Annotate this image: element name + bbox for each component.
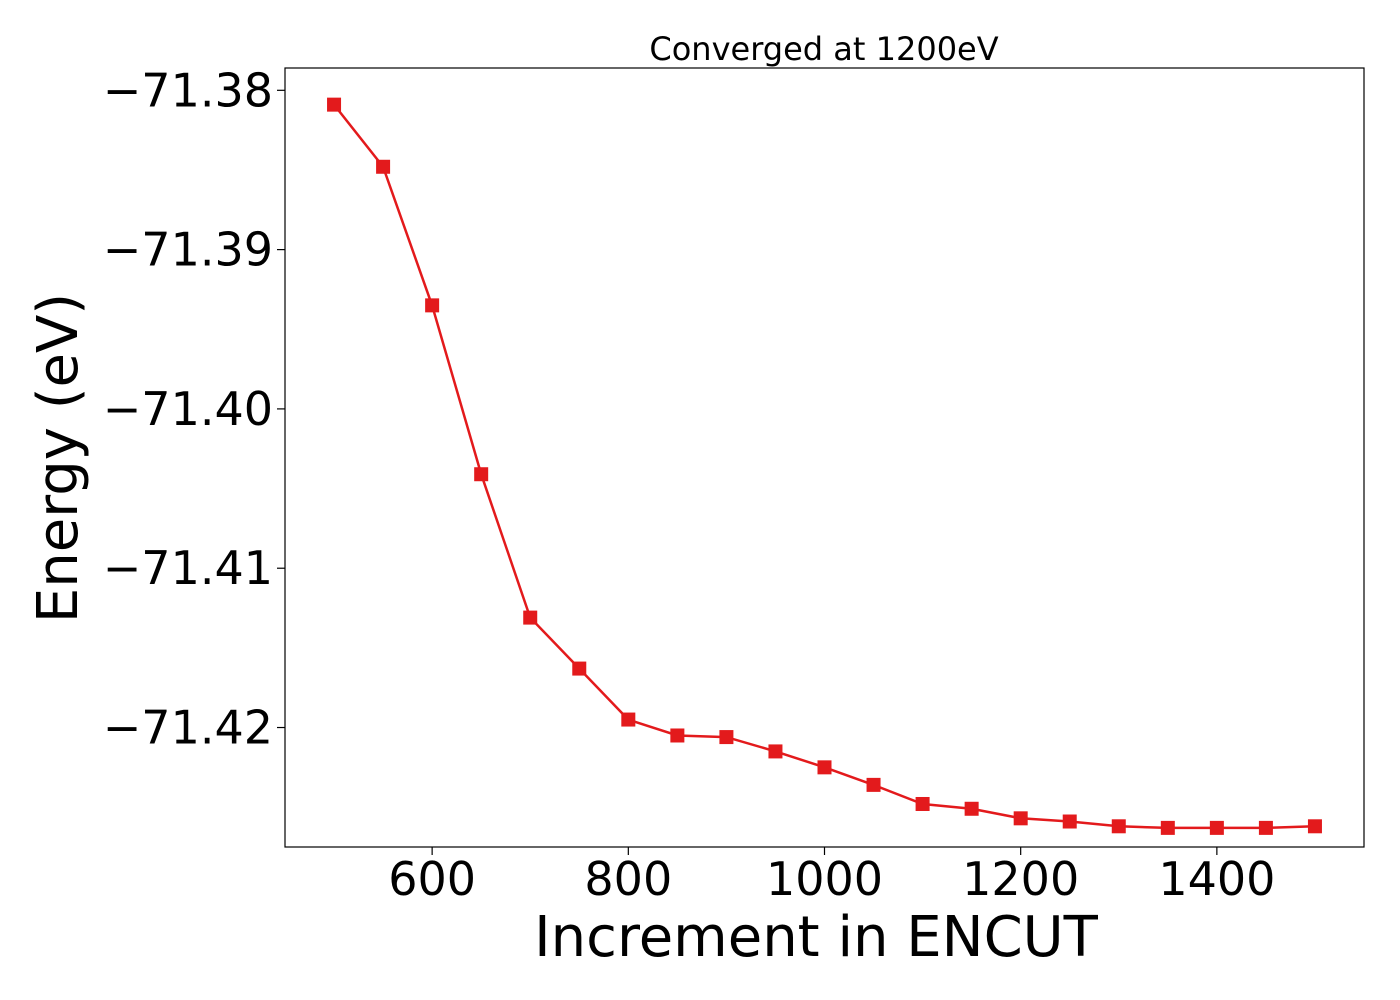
data-point [474,467,489,482]
y-axis-ticks: −71.38 −71.39 −71.40 −71.41 −71.42 [103,63,285,755]
data-point [1209,820,1224,835]
x-tick-label: 1000 [766,852,883,906]
data-point [1013,811,1028,826]
y-axis-label: Energy (eV) [26,293,91,623]
y-tick-label: −71.40 [103,382,273,436]
chart-title: Converged at 1200eV [649,30,998,68]
data-point [1307,819,1322,834]
data-point [964,801,979,816]
y-tick-label: −71.42 [103,701,273,755]
data-point [768,744,783,759]
y-tick-label: −71.38 [103,63,273,117]
data-point [376,159,391,174]
data-point [1258,820,1273,835]
data-point [425,298,440,313]
x-tick-label: 1400 [1158,852,1275,906]
data-point [915,796,930,811]
series-layer [327,97,1322,835]
data-point [719,730,734,745]
data-point [327,97,342,112]
data-point [817,760,832,775]
x-axis-label: Increment in ENCUT [534,905,1099,970]
x-axis-ticks: 600 800 1000 1200 1400 [388,847,1275,906]
plot-area-frame [284,67,1365,848]
x-tick-label: 800 [584,852,672,906]
data-point [866,777,881,792]
data-point [621,712,636,727]
data-point [1160,820,1175,835]
data-point [670,728,685,743]
series-line [333,103,1316,830]
y-tick-label: −71.41 [103,541,273,595]
x-tick-label: 1200 [962,852,1079,906]
data-point [572,661,587,676]
y-tick-label: −71.39 [103,223,273,277]
data-point [1111,819,1126,834]
data-point [523,610,538,625]
data-point [1062,814,1077,829]
x-tick-label: 600 [388,852,476,906]
